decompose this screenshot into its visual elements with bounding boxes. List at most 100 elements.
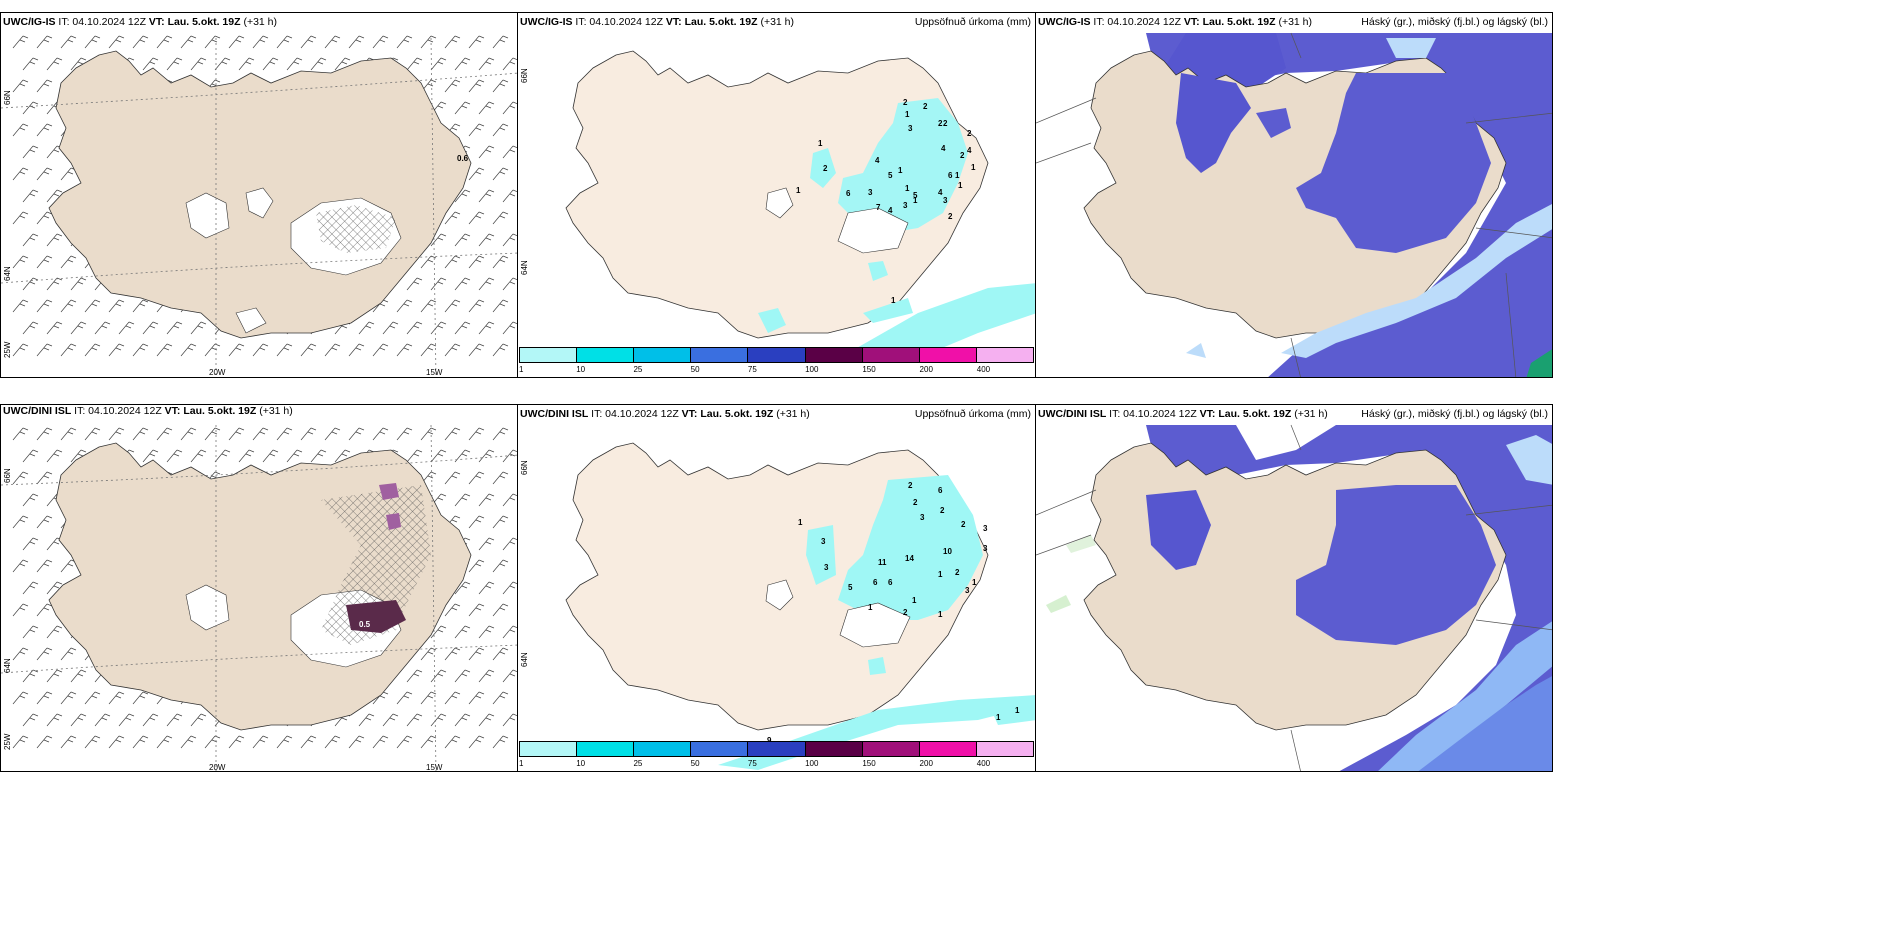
lon-label: 20W — [209, 368, 226, 377]
wind-barb — [478, 625, 495, 639]
panel-ig-precip: UWC/IG-IS IT: 04.10.2024 12Z VT: Lau. 5.… — [517, 12, 1036, 378]
wind-barb — [492, 255, 509, 269]
wind-barb — [406, 57, 423, 71]
wind-barb — [420, 735, 437, 749]
lat-label: 66N — [3, 90, 12, 105]
precip-value: 3 — [821, 537, 826, 546]
colorbar-tick: 75 — [747, 759, 757, 768]
wind-barb — [348, 735, 365, 749]
wind-barb — [228, 343, 245, 357]
wind-barb — [204, 427, 221, 441]
panel-title: UWC/IG-IS IT: 04.10.2024 12Z VT: Lau. 5.… — [1038, 16, 1313, 28]
wind-barb — [430, 233, 447, 247]
wind-barb — [36, 211, 53, 225]
colorbar-swatch — [748, 348, 806, 362]
wind-barb — [12, 211, 29, 225]
wind-barb — [382, 321, 399, 335]
wind-barb — [396, 343, 413, 357]
precip-value: 2 — [940, 506, 945, 515]
wind-barb — [478, 713, 495, 727]
precip-value: 3 — [965, 586, 970, 595]
precip-value: 1 — [912, 596, 917, 605]
wind-barb — [166, 449, 183, 463]
precip-value: 1 — [1015, 706, 1020, 715]
panel-subtitle: Uppsöfnuð úrkoma (mm) — [914, 408, 1031, 420]
wind-barb — [502, 57, 517, 71]
colorbar-tick: 10 — [576, 759, 586, 768]
wind-barb — [444, 79, 461, 93]
wind-barb — [118, 321, 135, 335]
wind-barb — [214, 449, 231, 463]
wind-barb — [190, 449, 207, 463]
wind-barb — [12, 427, 29, 441]
lat-label: 64N — [3, 658, 12, 673]
wind-barb — [60, 427, 77, 441]
wind-barb — [492, 647, 509, 661]
wind-barb — [444, 735, 461, 749]
wind-barb — [156, 35, 173, 49]
colorbar-tick: 10 — [576, 365, 586, 374]
panel-title: UWC/DINI ISL IT: 04.10.2024 12Z VT: Lau.… — [3, 405, 293, 417]
precip-value: 6 — [846, 189, 851, 198]
wind-barb — [430, 449, 447, 463]
wind-barb — [108, 343, 125, 357]
wind-barb — [502, 449, 517, 463]
wind-barb — [492, 735, 509, 749]
wind-barb — [478, 581, 495, 595]
wind-barb — [84, 427, 101, 441]
wind-barb — [12, 647, 29, 661]
wind-barb — [372, 427, 389, 441]
wind-barb — [454, 625, 471, 639]
wind-barb — [454, 321, 471, 335]
wind-barb — [22, 189, 39, 203]
precip-value: 3 — [983, 544, 988, 553]
wind-barb — [36, 299, 53, 313]
wind-barb — [70, 277, 87, 291]
lat-label: 25W — [3, 733, 12, 750]
wind-barb — [108, 735, 125, 749]
wind-barb — [132, 427, 149, 441]
wind-barb — [492, 559, 509, 573]
colorbar-tick: 200 — [919, 365, 933, 374]
wind-barb — [300, 735, 317, 749]
wind-barb — [60, 299, 77, 313]
wind-barb — [396, 35, 413, 49]
precip-value: 4 — [938, 188, 943, 197]
colorbar-swatch — [577, 348, 635, 362]
colorbar-swatch — [691, 742, 749, 756]
wind-barb — [46, 189, 63, 203]
wind-barb — [60, 735, 77, 749]
wind-barb — [334, 449, 351, 463]
wind-barb — [156, 343, 173, 357]
panel-title: UWC/IG-IS IT: 04.10.2024 12Z VT: Lau. 5.… — [3, 16, 278, 28]
wind-barb — [430, 277, 447, 291]
wind-barb — [478, 537, 495, 551]
wind-barb — [502, 145, 517, 159]
precip-value: 2 — [938, 119, 943, 128]
wind-barb — [46, 449, 63, 463]
wind-barb — [334, 57, 351, 71]
wind-barb — [430, 57, 447, 71]
wind-barb — [406, 449, 423, 463]
wind-barb — [492, 471, 509, 485]
wind-barb — [478, 57, 495, 71]
wind-barb — [468, 123, 485, 137]
wind-barb — [22, 537, 39, 551]
colorbar-tick: 150 — [862, 759, 876, 768]
wind-barb — [468, 471, 485, 485]
wind-barb — [492, 427, 509, 441]
wind-barb — [454, 277, 471, 291]
wind-barb — [46, 581, 63, 595]
wind-barb — [502, 493, 517, 507]
panel-title: UWC/DINI ISL IT: 04.10.2024 12Z VT: Lau.… — [1038, 408, 1328, 420]
panel-subtitle: Uppsöfnuð úrkoma (mm) — [914, 16, 1031, 28]
wind-map: 0.5 — [1, 405, 517, 771]
wind-barb — [84, 735, 101, 749]
precip-value: 2 — [967, 129, 972, 138]
precip-value: 1 — [955, 171, 960, 180]
panel-dini-clouds: UWC/DINI ISL IT: 04.10.2024 12Z VT: Lau.… — [1035, 404, 1553, 772]
wind-barb — [228, 735, 245, 749]
wind-barb — [180, 735, 197, 749]
cloud-map — [1036, 13, 1552, 377]
